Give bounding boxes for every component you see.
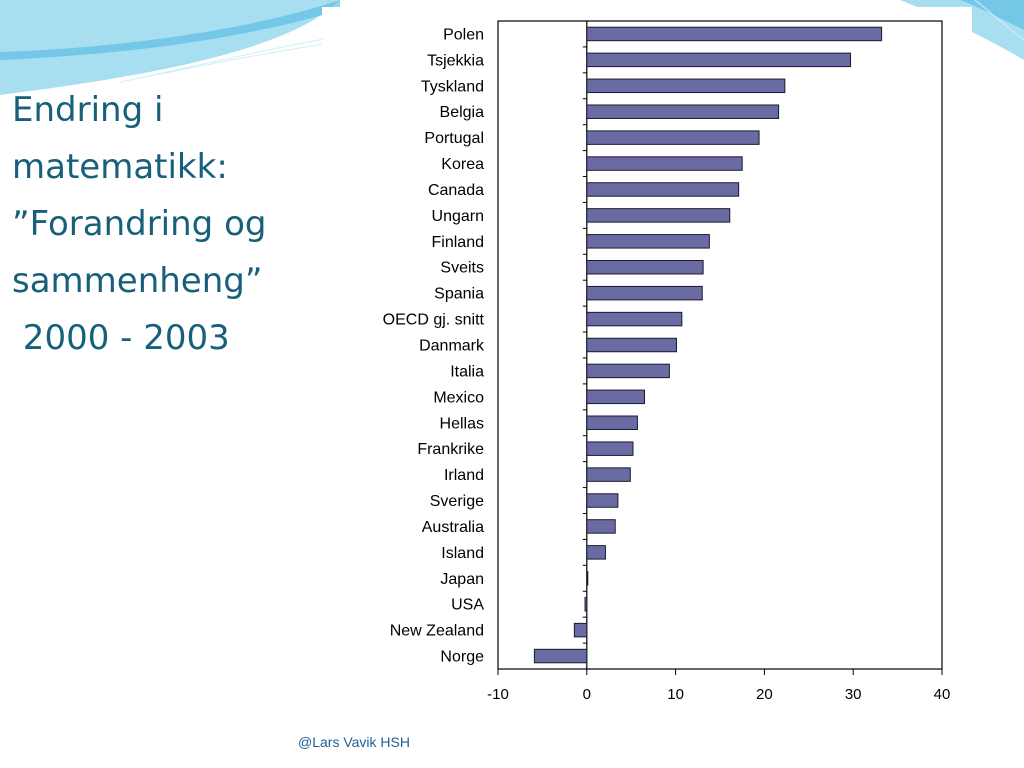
category-label: Korea — [441, 156, 484, 173]
category-label: Spania — [434, 286, 484, 303]
category-label: Australia — [422, 519, 484, 536]
bar — [586, 285, 703, 301]
title-line: matematikk: — [12, 147, 228, 187]
bar-chart: Polen Tsjekkia Tyskland Belgia Portugal Korea… — [383, 20, 951, 703]
category-label: Irland — [444, 467, 484, 484]
category-label: Tsjekkia — [427, 52, 484, 69]
category-label: USA — [451, 597, 484, 614]
category-label: Danmark — [419, 338, 485, 355]
bar — [586, 104, 780, 119]
bar — [586, 467, 631, 482]
category-label: Portugal — [424, 130, 484, 147]
category-label: OECD gj. snitt — [383, 312, 485, 329]
top-right-wave-accent — [960, 0, 1024, 30]
x-tick-label: 0 — [583, 686, 591, 703]
bar — [533, 648, 588, 664]
bar — [586, 208, 731, 223]
title-line: 2000 - 2003 — [12, 318, 230, 358]
bar — [586, 182, 740, 197]
x-tick-label: 30 — [845, 686, 862, 703]
bar — [586, 156, 743, 171]
bar — [586, 441, 634, 456]
footer-credit: @Lars Vavik HSH — [298, 734, 410, 750]
bar — [586, 52, 852, 68]
category-label: Canada — [428, 182, 484, 199]
category-label: Hellas — [440, 415, 484, 432]
top-left-wave-accent — [0, 0, 340, 60]
bar — [586, 363, 670, 379]
category-label: Tyskland — [421, 78, 484, 95]
bar — [586, 415, 638, 430]
bar — [584, 596, 588, 612]
bar — [586, 571, 589, 586]
title-line: sammenheng” — [12, 261, 263, 301]
title-line: ”Forandring og — [12, 204, 267, 244]
x-tick-label: 40 — [934, 686, 951, 703]
bar — [586, 78, 786, 94]
bar — [573, 622, 588, 638]
bar — [586, 493, 619, 508]
category-label: Finland — [432, 234, 484, 251]
chart-panel: Polen Tsjekkia Tyskland Belgia Portugal Korea… — [322, 7, 972, 727]
slide-title: Endring i matematikk: ”Forandring og sam… — [12, 82, 332, 367]
title-line: Endring i — [12, 90, 164, 130]
category-label: Italia — [450, 363, 484, 380]
top-left-wave — [0, 0, 340, 95]
x-tick-label: -10 — [487, 686, 509, 703]
category-label: Mexico — [433, 389, 484, 406]
category-label: Sverige — [430, 493, 484, 510]
category-label: Frankrike — [417, 441, 484, 458]
category-label: Japan — [440, 571, 484, 588]
plot-frame — [497, 20, 943, 670]
category-label: Polen — [443, 26, 484, 43]
category-label: Norge — [440, 649, 484, 666]
category-label: Sveits — [440, 260, 484, 277]
bar — [586, 389, 646, 405]
bar — [586, 130, 760, 145]
bar — [586, 545, 606, 560]
category-label: Island — [441, 545, 484, 562]
bar — [586, 260, 704, 275]
category-label: Belgia — [440, 104, 485, 121]
x-tick-label: 10 — [667, 686, 684, 703]
bar — [586, 26, 883, 42]
bar — [586, 337, 677, 353]
bar — [586, 234, 710, 249]
bar — [586, 311, 683, 327]
category-label: Ungarn — [432, 208, 484, 225]
category-label: New Zealand — [390, 623, 484, 640]
bar — [586, 519, 616, 534]
x-tick-label: 20 — [756, 686, 773, 703]
